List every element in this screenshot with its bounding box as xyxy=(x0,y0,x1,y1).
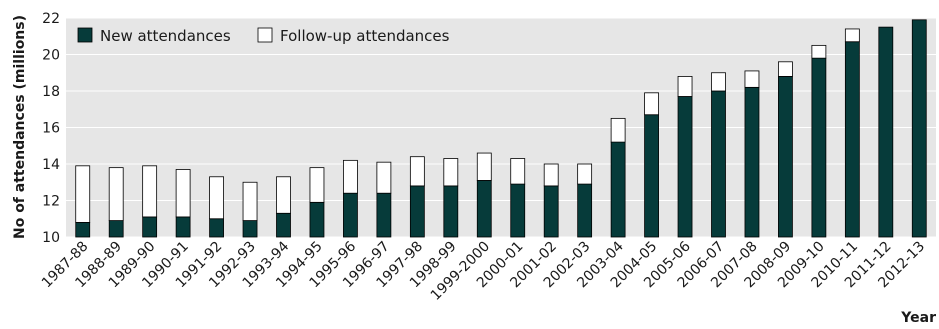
bar-new-attendances xyxy=(677,96,693,238)
bar-new-attendances xyxy=(510,183,526,238)
y-tick-label: 18 xyxy=(42,84,60,100)
bars xyxy=(75,19,927,238)
bar-new-attendances xyxy=(175,216,191,238)
bar-followup-attendances xyxy=(610,117,626,143)
bar-followup-attendances xyxy=(309,167,325,203)
bar-new-attendances xyxy=(142,216,158,238)
bar-followup-attendances xyxy=(209,176,224,220)
bar-new-attendances xyxy=(242,220,258,238)
bar-followup-attendances xyxy=(577,163,593,185)
bar-followup-attendances xyxy=(409,156,425,187)
bar-followup-attendances xyxy=(644,92,659,116)
legend-label-followup: Follow-up attendances xyxy=(280,27,450,45)
bar-followup-attendances xyxy=(108,167,124,221)
bar-new-attendances xyxy=(878,26,894,238)
bar-followup-attendances xyxy=(844,28,860,43)
bar-new-attendances xyxy=(276,212,291,238)
bar-new-attendances xyxy=(376,192,392,238)
bar-followup-attendances xyxy=(75,165,91,223)
y-tick-label: 12 xyxy=(42,194,60,210)
bar-followup-attendances xyxy=(778,61,793,77)
bar-new-attendances xyxy=(309,201,325,238)
bar-new-attendances xyxy=(209,218,224,238)
bar-followup-attendances xyxy=(510,158,526,185)
x-tick-labels: 1987-881988-891989-901990-911991-921992-… xyxy=(39,238,928,303)
bar-new-attendances xyxy=(911,19,927,238)
bar-new-attendances xyxy=(543,185,559,238)
bar-new-attendances xyxy=(844,41,860,238)
bar-new-attendances xyxy=(343,192,358,238)
y-axis-title: No of attendances (millions) xyxy=(12,15,28,239)
bar-new-attendances xyxy=(610,141,626,238)
bar-followup-attendances xyxy=(443,158,459,187)
bar-new-attendances xyxy=(476,180,492,238)
bar-new-attendances xyxy=(778,76,793,238)
y-tick-label: 20 xyxy=(42,48,60,64)
bar-followup-attendances xyxy=(543,163,559,187)
bar-followup-attendances xyxy=(711,72,726,92)
legend: New attendances Follow-up attendances xyxy=(77,27,450,45)
bar-followup-attendances xyxy=(242,181,258,221)
bar-new-attendances xyxy=(744,86,760,238)
y-tick-label: 10 xyxy=(42,230,60,246)
bar-new-attendances xyxy=(75,221,91,238)
y-tick-label: 16 xyxy=(42,121,60,137)
y-tick-label: 14 xyxy=(42,157,60,173)
legend-swatch-new xyxy=(77,27,93,43)
bar-new-attendances xyxy=(711,90,726,238)
legend-label-new: New attendances xyxy=(100,27,231,45)
bar-followup-attendances xyxy=(343,159,358,194)
bar-followup-attendances xyxy=(744,70,760,88)
bar-new-attendances xyxy=(108,220,124,238)
legend-swatch-followup xyxy=(257,27,273,43)
bar-followup-attendances xyxy=(276,176,291,214)
bar-new-attendances xyxy=(644,114,659,238)
bar-followup-attendances xyxy=(476,152,492,181)
y-tick-labels: 10 12 14 16 18 20 22 xyxy=(42,11,60,246)
bar-followup-attendances xyxy=(142,165,158,218)
bar-new-attendances xyxy=(443,185,459,238)
bar-new-attendances xyxy=(811,57,827,238)
bar-followup-attendances xyxy=(811,44,827,59)
bar-new-attendances xyxy=(409,185,425,238)
bar-new-attendances xyxy=(577,183,593,238)
x-axis-title: Year xyxy=(900,310,936,326)
bar-followup-attendances xyxy=(175,169,191,218)
bar-followup-attendances xyxy=(677,76,693,97)
bar-followup-attendances xyxy=(376,161,392,194)
y-tick-label: 22 xyxy=(42,11,60,27)
